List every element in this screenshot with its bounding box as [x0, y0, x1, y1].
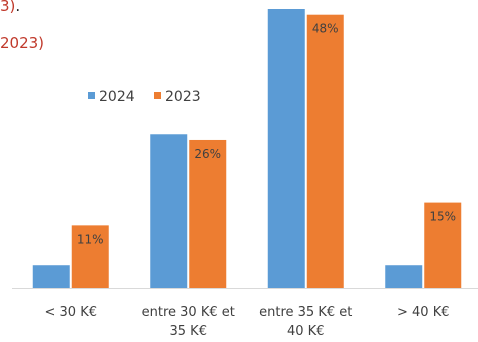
legend-swatch-2023 [154, 92, 161, 99]
legend-entry-2024: 2024 [99, 89, 135, 105]
bar-2024-2 [267, 9, 305, 288]
data-label-2023-2: 48% [312, 22, 339, 36]
data-label-2023-0: 11% [77, 232, 104, 246]
legend-entry-2023: 2023 [165, 89, 201, 105]
header-fragment-line-1: 3). [0, 0, 20, 15]
header-fragment-dot: . [15, 0, 21, 15]
bar-2024-3 [385, 265, 423, 288]
bar-2024-0 [32, 265, 70, 288]
bar-2023-0 [71, 225, 109, 288]
header-fragment-line-2: 2023) [0, 34, 45, 52]
data-label-2023-3: 15% [429, 210, 456, 224]
x-tick-label-2: entre 35 K€ et 40 K€ [259, 305, 352, 339]
legend-swatch-2024 [88, 92, 95, 99]
bar-2024-1 [150, 134, 188, 288]
data-label-2023-1: 26% [194, 147, 221, 161]
header-fragment-text: 3) [0, 0, 16, 15]
x-tick-label-0: < 30 K€ [45, 305, 98, 320]
bar-2023-1 [189, 139, 227, 288]
bar-2023-3 [424, 202, 462, 288]
bar-2023-2 [306, 14, 344, 288]
x-tick-label-1: entre 30 K€ et 35 K€ [142, 305, 235, 339]
x-tick-label-3: > 40 K€ [397, 305, 450, 320]
